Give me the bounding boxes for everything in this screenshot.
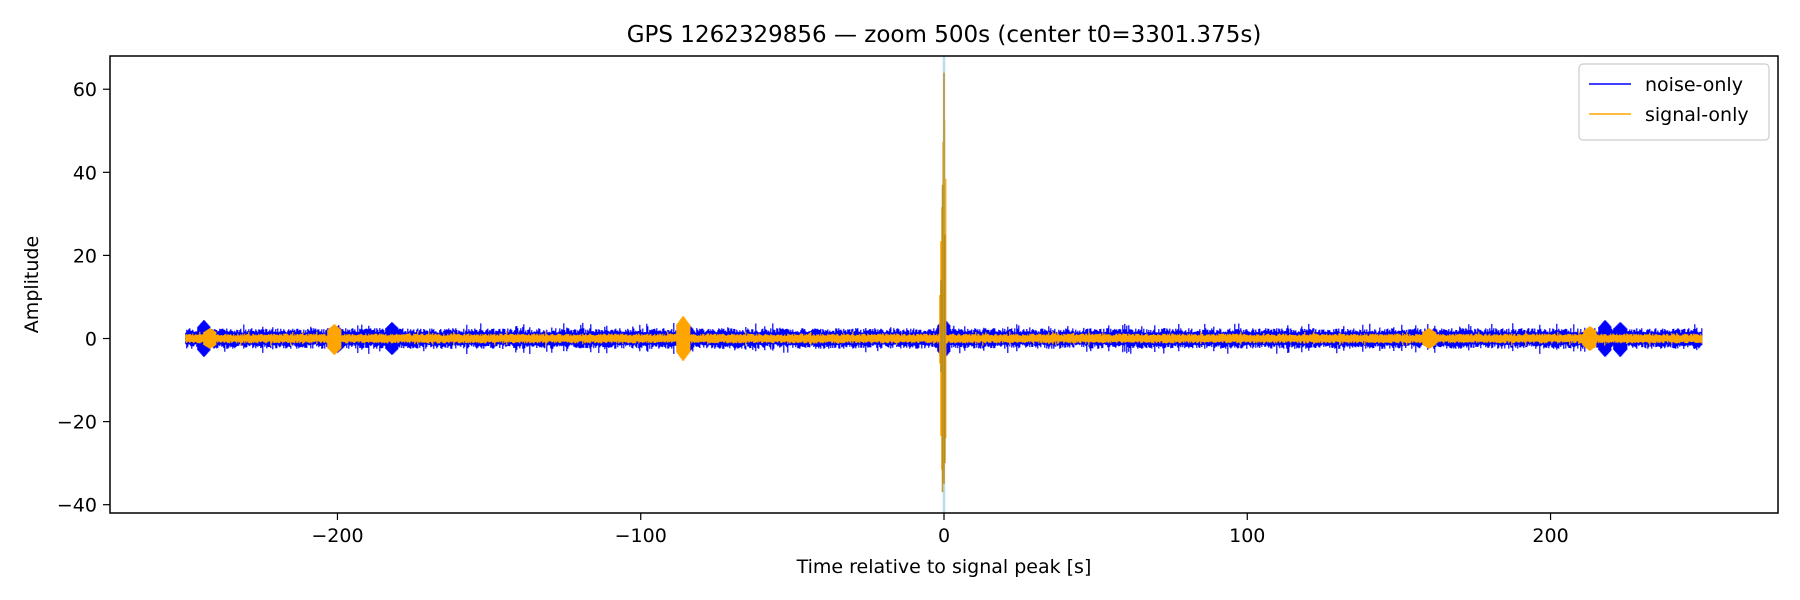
y-tick-label: −40 [57, 495, 97, 517]
chart-title: GPS 1262329856 — zoom 500s (center t0=33… [627, 22, 1262, 48]
x-axis-label: Time relative to signal peak [s] [796, 556, 1092, 578]
x-tick-label: −200 [311, 525, 363, 547]
legend-label-signal-only: signal-only [1645, 104, 1749, 126]
y-tick-label: 60 [73, 79, 97, 101]
x-tick-label: 200 [1532, 525, 1568, 547]
y-axis-label: Amplitude [21, 236, 43, 333]
legend-label-noise-only: noise-only [1645, 74, 1743, 96]
legend: noise-only signal-only [1578, 63, 1770, 141]
y-tick-label: 40 [73, 162, 97, 184]
x-tick-label: −100 [615, 525, 667, 547]
x-tick-label: 100 [1229, 525, 1265, 547]
y-tick-label: −20 [57, 412, 97, 434]
x-tick-label: 0 [938, 525, 950, 547]
y-tick-label: 0 [85, 329, 97, 351]
legend-box [1578, 63, 1770, 141]
series-line-signal-only [185, 83, 1703, 481]
y-tick-label: 20 [73, 245, 97, 267]
